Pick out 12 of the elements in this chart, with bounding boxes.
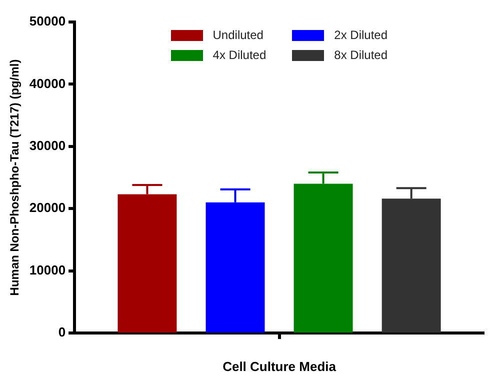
legend-label: 4x Diluted [212, 48, 266, 62]
y-tick-label: 30000 [29, 138, 66, 153]
y-tick-label: 40000 [29, 76, 66, 91]
legend-label: 2x Diluted [334, 28, 388, 42]
y-axis-title: Human Non-Phoshpho-Tau (T217) (pg/ml) [8, 59, 22, 296]
y-tick-label: 20000 [29, 200, 66, 216]
legend-label: Undiluted [212, 28, 264, 42]
x-axis-title: Cell Culture Media [222, 358, 337, 374]
legend-label: 8x Diluted [334, 48, 388, 62]
y-tick-label: 10000 [29, 262, 66, 278]
y-tick-label: 50000 [29, 14, 66, 29]
y-tick-label: 0 [58, 324, 66, 340]
